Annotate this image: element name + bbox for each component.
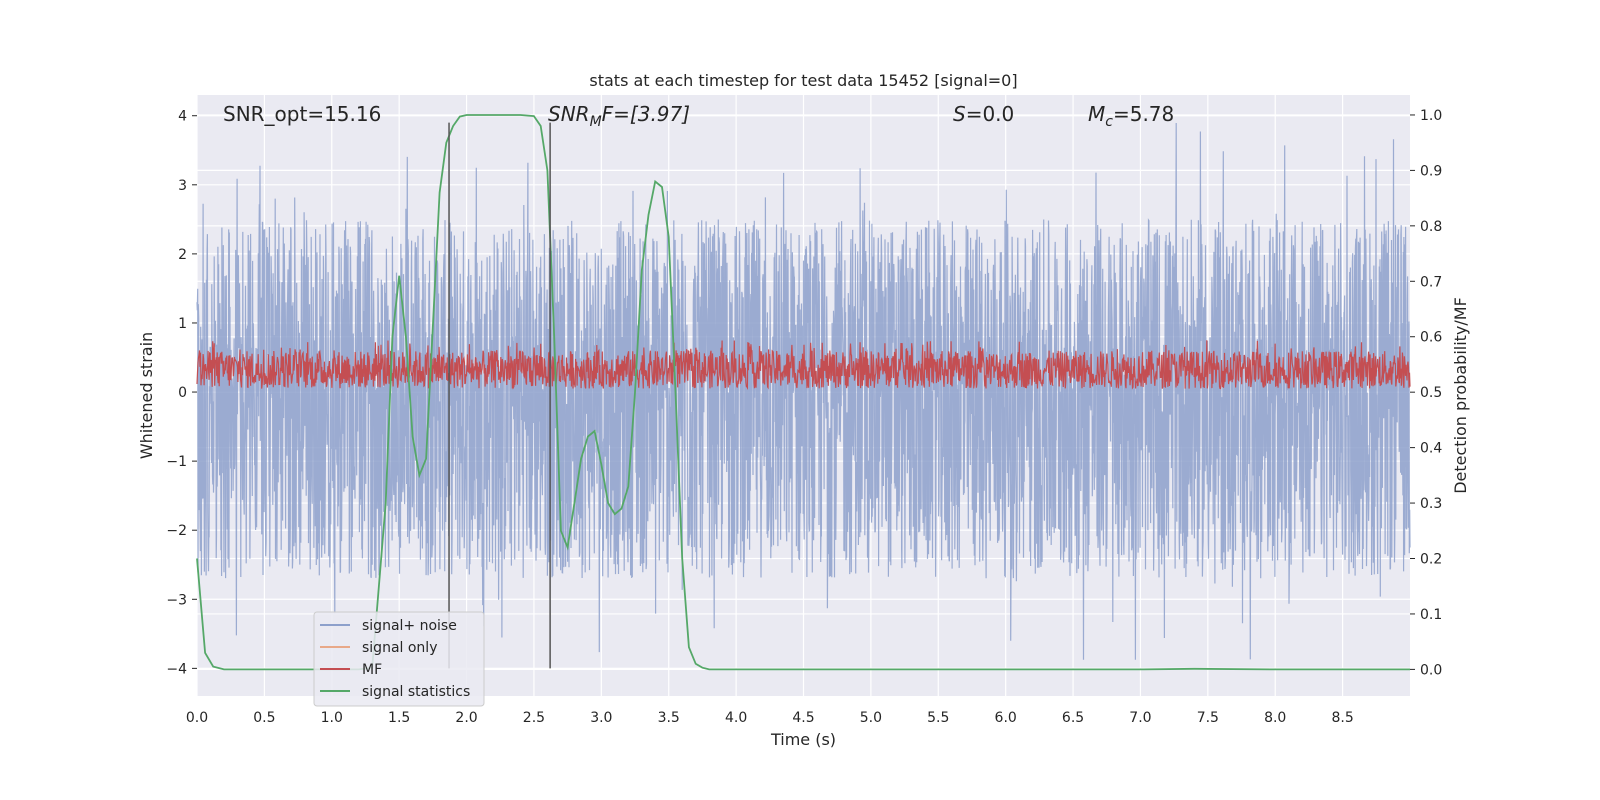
x-tick-label: 0.0 bbox=[186, 710, 208, 726]
vertical-lines bbox=[448, 122, 551, 669]
x-tick-label: 7.5 bbox=[1197, 710, 1219, 726]
mc-subscript: c bbox=[1105, 114, 1113, 130]
mc-base: M bbox=[1088, 102, 1105, 126]
series-signal-statistics-line bbox=[196, 114, 1410, 671]
y2-tick-label: 0.1 bbox=[1420, 607, 1442, 623]
y-tick-label: −2 bbox=[166, 523, 187, 539]
series-layer bbox=[196, 114, 1411, 671]
y2-tick-label: 0.8 bbox=[1420, 219, 1442, 235]
y2-tick-label: 0.9 bbox=[1420, 163, 1442, 179]
snr-mf-rest: F=[3.97] bbox=[602, 102, 690, 126]
x-axis-label: Time (s) bbox=[770, 730, 836, 749]
x-tick-label: 5.0 bbox=[860, 710, 882, 726]
x-axis-ticks: 0.0 0.5 1.0 1.5 2.0 2.5 3.0 3.5 4.0 4.5 5.0 5.5 6.0 6… bbox=[186, 710, 1354, 726]
y-tick-label: 0 bbox=[178, 385, 187, 401]
annotation-snr-opt: SNR_opt=15.16 bbox=[223, 102, 381, 126]
s-rest: =0.0 bbox=[966, 102, 1015, 126]
y2-tick-label: 0.7 bbox=[1420, 274, 1442, 290]
x-tick-label: 0.5 bbox=[253, 710, 275, 726]
y2-tick-label: 0.5 bbox=[1420, 385, 1442, 401]
annotation-mc: Mc=5.78 bbox=[1088, 102, 1174, 130]
y-tick-label: −4 bbox=[166, 661, 187, 677]
y2-tick-label: 1.0 bbox=[1420, 108, 1442, 124]
legend-label: signal statistics bbox=[362, 684, 470, 700]
chart-title: stats at each timestep for test data 154… bbox=[589, 71, 1017, 90]
y-axis-ticks: 4 3 2 1 0 −1 −2 −3 −4 bbox=[166, 109, 197, 677]
legend: signal+ noise signal only MF signal statist… bbox=[313, 611, 485, 707]
annotation-s: S=0.0 bbox=[953, 102, 1014, 126]
y-axis-label: Whitened strain bbox=[137, 332, 156, 459]
x-tick-label: 3.5 bbox=[658, 710, 680, 726]
x-tick-label: 2.0 bbox=[455, 710, 477, 726]
y-tick-label: 4 bbox=[178, 109, 187, 125]
x-tick-label: 2.5 bbox=[523, 710, 545, 726]
y2-tick-label: 0.6 bbox=[1420, 330, 1442, 346]
x-tick-label: 8.5 bbox=[1331, 710, 1353, 726]
snr-mf-subscript: M bbox=[590, 114, 602, 130]
x-tick-label: 5.5 bbox=[927, 710, 949, 726]
snr-mf-base: SNR bbox=[548, 102, 590, 126]
y2-tick-label: 0.0 bbox=[1420, 662, 1442, 678]
y2-tick-label: 0.3 bbox=[1420, 496, 1442, 512]
legend-label: MF bbox=[362, 662, 382, 678]
annotation-snr-mf: SNRMF=[3.97] bbox=[548, 102, 690, 130]
x-tick-label: 4.5 bbox=[792, 710, 814, 726]
x-tick-label: 1.0 bbox=[321, 710, 343, 726]
x-tick-label: 6.0 bbox=[995, 710, 1017, 726]
legend-box bbox=[313, 611, 485, 707]
legend-label: signal only bbox=[362, 640, 437, 656]
x-tick-label: 4.0 bbox=[725, 710, 747, 726]
mc-rest: =5.78 bbox=[1113, 102, 1174, 126]
y2-tick-label: 0.2 bbox=[1420, 552, 1442, 568]
y-tick-label: 2 bbox=[178, 247, 187, 263]
x-tick-label: 8.0 bbox=[1264, 710, 1286, 726]
series-signal-noise-line bbox=[196, 122, 1411, 660]
x-tick-label: 6.5 bbox=[1062, 710, 1084, 726]
x-tick-label: 3.0 bbox=[590, 710, 612, 726]
y2-tick-label: 0.4 bbox=[1420, 441, 1442, 457]
y-tick-label: −1 bbox=[166, 454, 187, 470]
y2-axis-ticks: 1.0 0.9 0.8 0.7 0.6 0.5 0.4 0.3 0.2 0.1 0.0 bbox=[1410, 108, 1442, 678]
s-base: S bbox=[953, 102, 966, 126]
x-tick-label: 7.0 bbox=[1129, 710, 1151, 726]
legend-label: signal+ noise bbox=[362, 618, 457, 634]
y-tick-label: 3 bbox=[178, 178, 187, 194]
y2-axis-label: Detection probability/MF bbox=[1451, 297, 1470, 494]
series-mf-line bbox=[196, 340, 1411, 390]
x-tick-label: 1.5 bbox=[388, 710, 410, 726]
y-tick-label: 1 bbox=[178, 316, 187, 332]
y-tick-label: −3 bbox=[166, 592, 187, 608]
